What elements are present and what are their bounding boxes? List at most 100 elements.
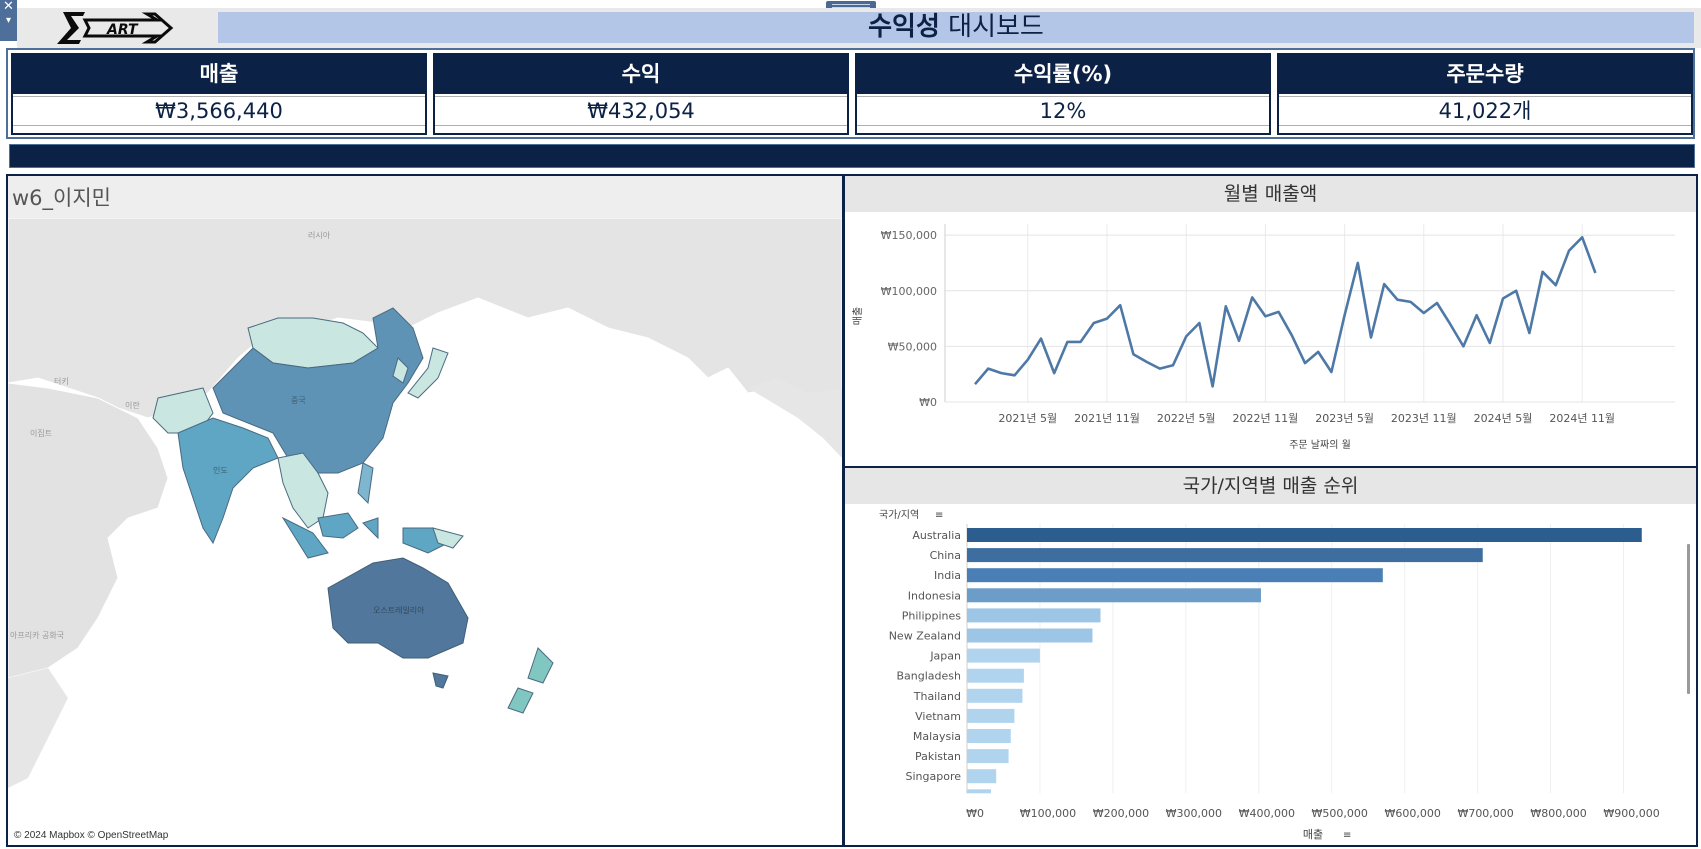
data-point[interactable] <box>1114 299 1126 311</box>
kpi-label: 수익 <box>435 55 847 94</box>
x-tick-label: ₩200,000 <box>1093 807 1149 820</box>
scrollbar[interactable] <box>1687 544 1690 694</box>
bar[interactable] <box>967 688 1023 703</box>
data-point[interactable] <box>1088 317 1100 329</box>
bar[interactable] <box>967 548 1483 563</box>
data-point[interactable] <box>1141 356 1153 368</box>
bar[interactable] <box>967 708 1015 723</box>
data-point[interactable] <box>1312 346 1324 358</box>
data-point[interactable] <box>1576 231 1588 243</box>
data-point[interactable] <box>1167 359 1179 371</box>
bar[interactable] <box>967 588 1261 603</box>
category-label: China <box>930 549 961 562</box>
data-point[interactable] <box>1246 291 1258 303</box>
data-point[interactable] <box>1154 363 1166 375</box>
data-point[interactable] <box>1022 354 1034 366</box>
data-point[interactable] <box>1101 313 1113 325</box>
data-point[interactable] <box>1325 366 1337 378</box>
data-point[interactable] <box>1193 317 1205 329</box>
page-title-rest: 대시보드 <box>939 12 1044 42</box>
x-tick-label: 2021년 11월 <box>1074 412 1140 425</box>
data-point[interactable] <box>1009 369 1021 381</box>
data-point[interactable] <box>1537 266 1549 278</box>
data-point[interactable] <box>1471 309 1483 321</box>
bar[interactable] <box>967 729 1011 743</box>
data-point[interactable] <box>1207 380 1219 392</box>
bar[interactable] <box>967 749 1009 764</box>
bar[interactable] <box>967 568 1383 583</box>
data-point[interactable] <box>1510 285 1522 297</box>
data-point[interactable] <box>1405 296 1417 308</box>
x-axis-label: 주문 날짜의 월 <box>1289 439 1351 451</box>
data-point[interactable] <box>1048 367 1060 379</box>
data-point[interactable] <box>1444 318 1456 330</box>
data-point[interactable] <box>969 378 981 390</box>
data-point[interactable] <box>1061 336 1073 348</box>
data-point[interactable] <box>1180 330 1192 342</box>
data-point[interactable] <box>1273 306 1285 318</box>
close-icon[interactable]: ✕ <box>3 0 14 14</box>
kpi-value: 41,022개 <box>1279 96 1691 126</box>
line-chart[interactable]: ₩0 ₩50,000 ₩100,000 ₩150,000 매출 2021년 5월 2021년… <box>845 212 1696 466</box>
bar-chart[interactable]: 국가/지역 ≡ ₩0 ₩100,000 ₩200,000 ₩300,000 ₩400,000… <box>845 504 1696 845</box>
sort-icon[interactable]: ≡ <box>1343 830 1351 841</box>
kpi-card-profit[interactable]: 수익 ₩432,054 <box>433 53 849 135</box>
monthly-sales-chart[interactable]: 월별 매출액 ₩0 ₩50,000 ₩100,000 ₩150,000 매출 2021년 … <box>843 174 1698 468</box>
data-point[interactable] <box>1299 357 1311 369</box>
data-point[interactable] <box>1391 294 1403 306</box>
bar[interactable] <box>967 789 991 794</box>
drag-handle[interactable] <box>826 1 876 12</box>
bar[interactable] <box>967 648 1040 663</box>
bar[interactable] <box>967 668 1024 683</box>
chevron-down-icon[interactable]: ▾ <box>5 15 12 26</box>
country-sales-chart[interactable]: 국가/지역별 매출 순위 국가/지역 ≡ ₩0 ₩100,000 ₩200,000 ₩30… <box>843 466 1698 847</box>
x-tick-label: ₩800,000 <box>1530 807 1586 820</box>
kpi-value: ₩3,566,440 <box>13 96 425 126</box>
sort-icon[interactable]: ≡ <box>935 510 943 521</box>
kpi-card-margin[interactable]: 수익률(%) 12% <box>855 53 1271 135</box>
bar[interactable] <box>967 608 1101 623</box>
category-header: 국가/지역 <box>879 509 919 521</box>
data-point[interactable] <box>1220 300 1232 312</box>
close-tab[interactable]: ✕ ▾ <box>0 0 17 41</box>
data-point[interactable] <box>1259 310 1271 322</box>
data-point[interactable] <box>1550 279 1562 291</box>
map-title: w6_이지민 <box>12 186 111 210</box>
y-tick-label: ₩100,000 <box>881 285 937 298</box>
data-point[interactable] <box>1457 340 1469 352</box>
data-point[interactable] <box>1418 307 1430 319</box>
data-point[interactable] <box>1497 293 1509 305</box>
data-point[interactable] <box>1352 257 1364 269</box>
logo-text: ART <box>106 22 139 38</box>
data-point[interactable] <box>1378 278 1390 290</box>
category-label: Thailand <box>913 690 961 703</box>
bar[interactable] <box>967 628 1093 643</box>
data-point[interactable] <box>1365 331 1377 343</box>
series-line[interactable] <box>974 236 1597 388</box>
bar[interactable] <box>967 769 997 784</box>
y-axis-label: 매출 <box>852 307 864 325</box>
data-point[interactable] <box>1523 327 1535 339</box>
data-point[interactable] <box>995 367 1007 379</box>
x-tick-label: 2023년 5월 <box>1315 412 1374 425</box>
data-point[interactable] <box>1431 297 1443 309</box>
data-point[interactable] <box>1075 336 1087 348</box>
data-point[interactable] <box>1484 337 1496 349</box>
category-label: Indonesia <box>908 589 961 602</box>
chart-title: 월별 매출액 <box>845 176 1696 212</box>
data-point[interactable] <box>1035 333 1047 345</box>
data-point[interactable] <box>1127 348 1139 360</box>
x-tick-label: ₩900,000 <box>1603 807 1659 820</box>
bar[interactable] <box>967 528 1642 542</box>
data-point[interactable] <box>1286 329 1298 341</box>
data-point[interactable] <box>1339 309 1351 321</box>
data-point[interactable] <box>1233 335 1245 347</box>
kpi-card-quantity[interactable]: 주문수량 41,022개 <box>1277 53 1693 135</box>
data-point[interactable] <box>1563 245 1575 257</box>
map-credit: © 2024 Mapbox © OpenStreetMap <box>14 830 169 841</box>
world-map-icon[interactable]: 러시아 터키 이란 이집트 아프리카 공화국 중국 인도 오스트레일리아 <box>8 218 842 847</box>
data-point[interactable] <box>982 363 994 375</box>
data-point[interactable] <box>1589 267 1601 279</box>
map-pane[interactable]: w6_이지민 러시아 터키 이란 이집트 아프리카 공화국 중국 인도 <box>6 174 844 847</box>
kpi-card-sales[interactable]: 매출 ₩3,566,440 <box>11 53 427 135</box>
